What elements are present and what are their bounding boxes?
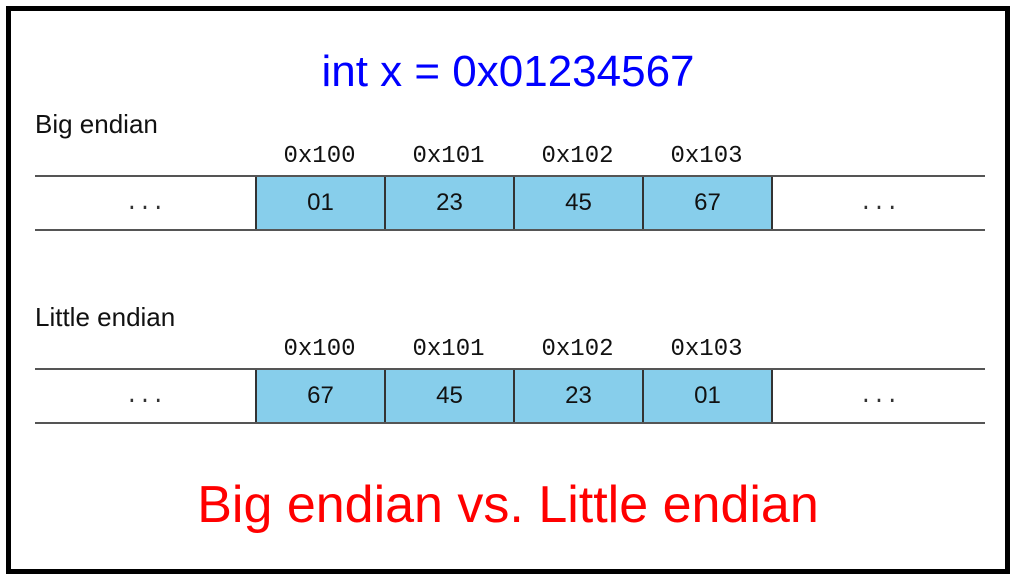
little-endian-byte-0: 67 [255,370,384,422]
big-endian-byte-1: 23 [384,177,513,229]
big-endian-byte-2: 45 [513,177,642,229]
big-endian-address-1: 0x101 [412,143,485,170]
big-endian-top-line [35,175,985,177]
figure-frame: int x = 0x01234567 Big endian 0x100 0x10… [6,6,1010,574]
big-endian-label: Big endian [35,109,158,139]
little-endian-address-1: 0x101 [412,336,485,363]
big-endian-right-ellipsis: ... [859,190,899,216]
big-endian-address-2: 0x102 [541,143,614,170]
little-endian-byte-3: 01 [642,370,773,422]
little-endian-byte-1: 45 [384,370,513,422]
comparison-caption: Big endian vs. Little endian [197,476,819,534]
big-endian-byte-3: 67 [642,177,773,229]
declaration-title: int x = 0x01234567 [321,47,695,96]
big-endian-address-0: 0x100 [283,143,356,170]
little-endian-top-line [35,368,985,370]
little-endian-address-3: 0x103 [670,336,743,363]
big-endian-address-3: 0x103 [670,143,743,170]
little-endian-byte-2: 23 [513,370,642,422]
big-endian-left-ellipsis: ... [125,190,165,216]
little-endian-address-2: 0x102 [541,336,614,363]
big-endian-bottom-line [35,229,985,231]
little-endian-bottom-line [35,422,985,424]
little-endian-address-0: 0x100 [283,336,356,363]
little-endian-left-ellipsis: ... [125,383,165,409]
little-endian-label: Little endian [35,302,176,332]
big-endian-byte-0: 01 [255,177,384,229]
little-endian-right-ellipsis: ... [859,383,899,409]
